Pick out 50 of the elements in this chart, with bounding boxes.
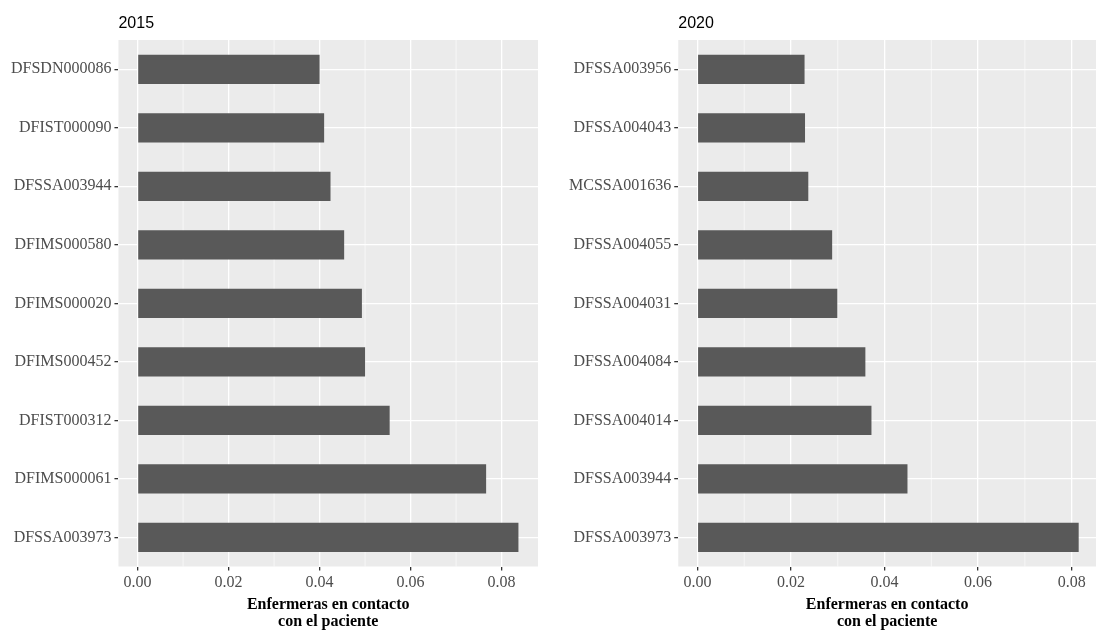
y-tick-label: DFSSA003944 xyxy=(573,469,672,487)
y-tick-label: DFSSA004055 xyxy=(573,234,672,252)
y-tick-label: DFSSA004031 xyxy=(573,293,672,311)
bar xyxy=(138,522,519,552)
x-tick-label: 0.02 xyxy=(214,573,243,591)
bar xyxy=(138,113,325,143)
bar xyxy=(698,54,805,84)
bar xyxy=(698,522,1079,552)
x-tick-label: 0.08 xyxy=(1057,573,1086,591)
bar xyxy=(698,230,833,260)
y-tick-label: MCSSA001636 xyxy=(569,176,672,194)
y-tick-label: DFSSA004043 xyxy=(573,117,672,135)
bar xyxy=(138,54,320,84)
x-axis-title: Enfermeras en contacto con el paciente xyxy=(246,594,410,631)
x-tick-label: 0.00 xyxy=(683,573,712,591)
x-tick-label: 0.02 xyxy=(776,573,805,591)
x-tick-label: 0.06 xyxy=(396,573,425,591)
y-tick-label: DFIMS000061 xyxy=(14,469,112,487)
bar xyxy=(698,288,838,318)
chart-title: 2015 xyxy=(118,14,155,32)
x-tick-label: 0.06 xyxy=(964,573,993,591)
y-tick-label: DFIMS000452 xyxy=(14,352,112,370)
y-tick-label: DFIST000312 xyxy=(19,410,112,428)
x-tick-label: 0.08 xyxy=(487,573,516,591)
bar xyxy=(698,171,809,201)
y-tick-label: DFIMS000580 xyxy=(14,234,112,252)
x-tick-label: 0.04 xyxy=(305,573,334,591)
bar xyxy=(698,464,908,494)
x-tick-label: 0.00 xyxy=(123,573,152,591)
y-tick-label: DFSSA003973 xyxy=(13,527,112,545)
y-tick-label: DFSSA004014 xyxy=(573,410,672,428)
y-tick-label: DFSSA003973 xyxy=(573,527,672,545)
x-tick-label: 0.04 xyxy=(870,573,899,591)
y-tick-label: DFSSA003956 xyxy=(573,59,672,77)
bar xyxy=(138,288,362,318)
bar xyxy=(138,405,390,435)
bar xyxy=(138,464,487,494)
bar xyxy=(698,347,866,377)
y-tick-label: DFSSA004084 xyxy=(573,352,672,370)
x-axis-title: Enfermeras en contacto con el paciente xyxy=(805,594,969,631)
y-tick-label: DFSDN000086 xyxy=(10,59,112,77)
chart-title: 2020 xyxy=(678,14,714,32)
y-tick-label: DFSSA003944 xyxy=(13,176,112,194)
bar xyxy=(138,230,345,260)
bar xyxy=(698,113,806,143)
bar xyxy=(698,405,872,435)
bar xyxy=(138,347,366,377)
bar xyxy=(138,171,331,201)
y-tick-label: DFIMS000020 xyxy=(14,293,112,311)
y-tick-label: DFIST000090 xyxy=(19,117,112,135)
